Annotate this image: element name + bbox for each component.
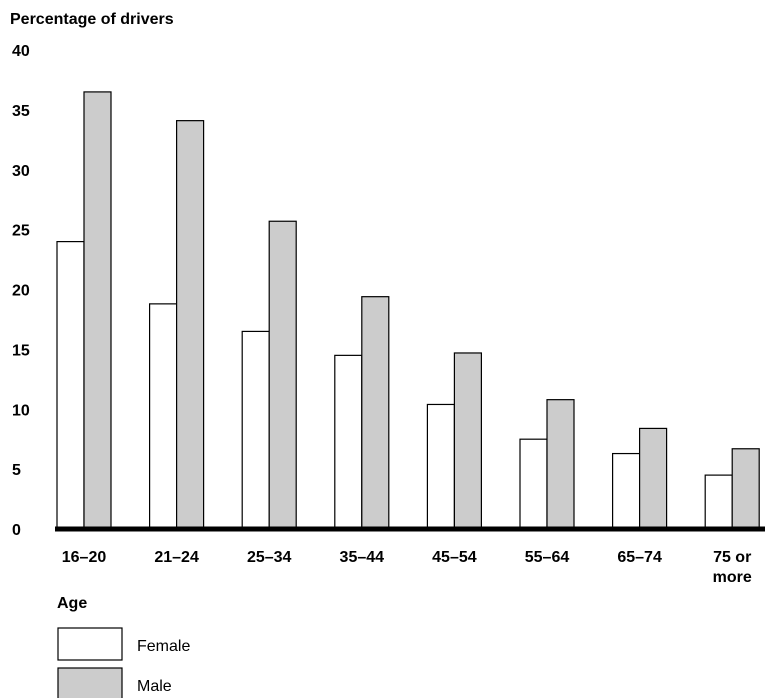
legend-label-male: Male [137,678,172,695]
y-tick-label: 20 [12,283,30,300]
bar-male-8 [731,448,760,530]
bar-female-6 [519,438,548,530]
x-tick-label: 45–54 [432,549,477,566]
x-tick-label: 16–20 [62,549,107,566]
x-tick-label: 65–74 [617,549,662,566]
bar-male-5 [453,352,482,530]
y-tick-label: 30 [12,163,30,180]
y-tick-label: 15 [12,342,30,359]
y-axis-label: Percentage of drivers [10,11,174,28]
x-tick-label: 55–64 [525,549,570,566]
x-axis-label: Age [57,595,87,612]
x-tick-label: 75 or more [713,549,752,586]
x-tick-label: 21–24 [154,549,199,566]
bar-female-3 [241,330,270,530]
y-tick-label: 5 [12,462,21,479]
bar-female-2 [149,303,178,530]
bar-male-1 [83,91,112,530]
legend-swatch-male [57,667,123,698]
bars [56,91,760,530]
bar-male-4 [361,296,390,530]
y-tick-label: 35 [12,103,30,120]
y-tick-label: 25 [12,223,30,240]
bar-female-1 [56,241,85,530]
legend-label-female: Female [137,638,190,655]
bar-male-3 [268,220,297,530]
bar-male-6 [546,399,575,530]
y-tick-label: 10 [12,402,30,419]
y-tick-label: 40 [12,43,30,60]
legend: Female Male [57,627,190,698]
y-tick-label: 0 [12,522,21,539]
bar-female-5 [426,403,455,530]
legend-swatch-female [57,627,123,661]
bar-male-2 [176,120,205,530]
bar-female-4 [334,354,363,530]
y-axis-ticks: 0 5 10 15 20 25 30 35 40 [12,43,30,539]
bar-male-7 [638,427,668,530]
x-tick-label: 25–34 [247,549,292,566]
bar-female-8 [704,474,733,530]
bar-female-7 [611,452,641,530]
x-tick-label: 35–44 [340,549,385,566]
x-axis-ticks: 16–20 21–24 25–34 35–44 45–54 55–64 65–74 75 or… [62,549,752,586]
